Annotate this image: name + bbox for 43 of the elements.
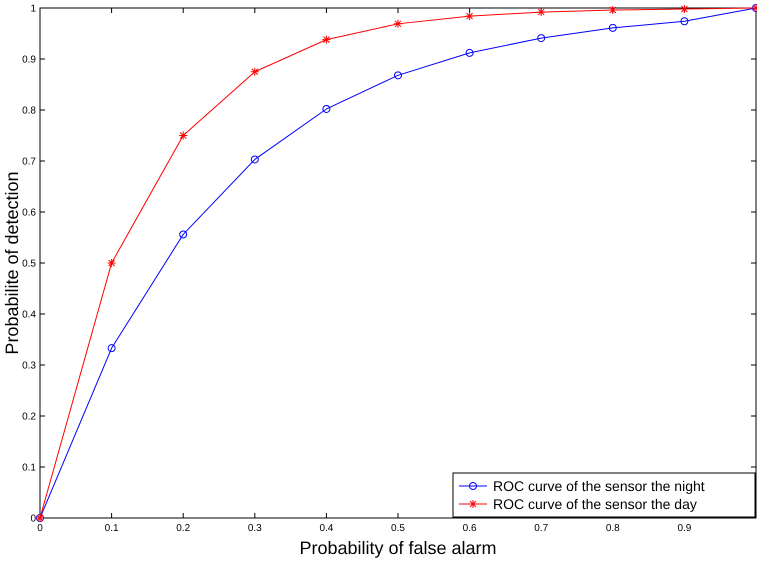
point — [680, 4, 689, 14]
y-tick-label: 0.8 — [22, 106, 36, 116]
point — [179, 230, 188, 238]
x-tick-label: 0.8 — [606, 523, 620, 534]
y-axis-title: Probabilite of detection — [2, 171, 22, 355]
point — [394, 71, 402, 80]
point — [250, 155, 259, 164]
point — [107, 258, 116, 268]
y-tick-label: 0.4 — [22, 310, 36, 320]
x-tick-label: 0.9 — [677, 523, 692, 534]
point — [608, 6, 618, 15]
point — [537, 34, 546, 42]
x-axis-title: Probability of false alarm — [299, 538, 497, 558]
y-tick-label: 0.2 — [22, 412, 36, 422]
y-tick-label: 0.3 — [22, 360, 36, 372]
legend-label: ROC curve of the sensor the day — [493, 496, 697, 512]
y-tick-label: 0.1 — [22, 462, 36, 474]
y-tick-label: 0 — [30, 514, 36, 524]
point — [394, 19, 402, 28]
point — [322, 35, 331, 44]
y-tick-label: 0.7 — [22, 156, 36, 168]
point — [536, 8, 546, 17]
x-tick-label: 0.1 — [104, 523, 119, 534]
x-tick-label: 0.5 — [391, 523, 406, 534]
point — [178, 131, 188, 140]
y-tick-label: 1 — [30, 4, 36, 14]
point — [322, 104, 330, 113]
x-tick-label: 0.2 — [176, 523, 191, 534]
x-tick-label: 0 — [37, 523, 44, 534]
point — [680, 17, 688, 26]
point — [250, 67, 260, 76]
y-tick-label: 0.5 — [22, 258, 36, 270]
x-tick-label: 0.4 — [319, 523, 334, 534]
y-tick-label: 0.9 — [22, 54, 36, 66]
point — [108, 344, 116, 352]
legend-label: ROC curve of the sensor the night — [493, 478, 705, 494]
point — [608, 24, 617, 32]
x-tick-label: 0.6 — [462, 523, 477, 534]
point — [465, 12, 474, 21]
y-tick-label: 0.6 — [22, 208, 36, 218]
x-tick-label: 0.3 — [248, 523, 262, 534]
x-tick-label: 0.7 — [534, 523, 549, 534]
point — [466, 48, 474, 57]
